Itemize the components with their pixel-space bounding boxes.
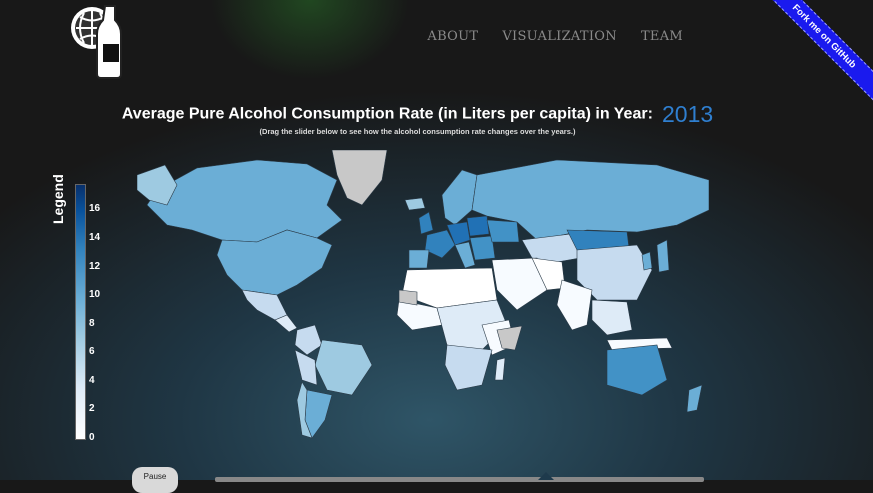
country-middle-east: [491, 257, 548, 311]
country-poland: [466, 215, 490, 237]
country-southern-africa: [444, 344, 493, 391]
legend-title: Legend: [50, 174, 66, 224]
country-mexico: [241, 289, 288, 321]
country-chile: [296, 381, 313, 439]
main-nav: ABOUT VISUALIZATION TEAM: [427, 29, 683, 44]
country-greenland: [331, 150, 388, 206]
country-usa: [216, 229, 333, 296]
legend-color-scale: [75, 184, 86, 440]
country-korea: [641, 251, 653, 271]
globe-bottle-logo[interactable]: [68, 2, 132, 80]
country-ukraine: [486, 219, 520, 243]
country-sahel: [396, 299, 443, 331]
country-japan: [656, 239, 670, 273]
country-brazil: [314, 339, 373, 396]
legend-label-4: 4: [89, 375, 95, 386]
legend-label-10: 10: [89, 289, 101, 300]
year-label: 2013: [662, 101, 714, 127]
country-central-america: [274, 314, 298, 333]
title-text: Average Pure Alcohol Consumption Rate (i…: [121, 105, 653, 123]
country-balkans: [469, 235, 496, 261]
country-scandinavia: [441, 169, 478, 226]
country-colombia: [294, 324, 323, 356]
country-iberia: [408, 249, 430, 269]
legend-label-8: 8: [89, 318, 95, 329]
country-alaska: [137, 164, 178, 206]
country-australia: [606, 344, 668, 396]
world-map: [137, 150, 709, 439]
country-uk: [418, 211, 434, 235]
nav-team[interactable]: TEAM: [640, 29, 683, 44]
country-peru: [294, 349, 318, 386]
legend-label-16: 16: [89, 203, 101, 214]
nav-visualization[interactable]: VISUALIZATION: [502, 29, 617, 44]
page-title: Average Pure Alcohol Consumption Rate (i…: [0, 101, 835, 128]
country-west-africa-nodata: [398, 289, 418, 306]
country-germany: [446, 221, 471, 246]
year-slider-thumb[interactable]: [538, 472, 554, 480]
legend-label-2: 2: [89, 403, 95, 414]
country-india: [556, 279, 593, 331]
country-iceland: [404, 197, 426, 211]
country-canada: [146, 159, 343, 243]
legend-label-6: 6: [89, 346, 95, 357]
background-glow: [210, 0, 410, 80]
page-subtitle: (Drag the slider below to see how the al…: [259, 127, 576, 136]
country-somalia-nodata: [496, 325, 523, 351]
country-china: [576, 244, 653, 301]
nav-about[interactable]: ABOUT: [427, 29, 479, 44]
fork-github-ribbon[interactable]: Fork me on GitHub: [749, 0, 873, 112]
legend-label-0: 0: [89, 432, 95, 443]
pause-button[interactable]: Pause: [132, 467, 178, 493]
country-france: [424, 229, 456, 259]
country-southeast-asia: [591, 299, 633, 336]
country-italy: [454, 241, 476, 269]
country-madagascar: [494, 357, 506, 381]
legend-label-12: 12: [89, 261, 101, 272]
legend-label-14: 14: [89, 232, 101, 243]
country-russia: [471, 159, 709, 241]
country-new-zealand: [686, 384, 703, 413]
